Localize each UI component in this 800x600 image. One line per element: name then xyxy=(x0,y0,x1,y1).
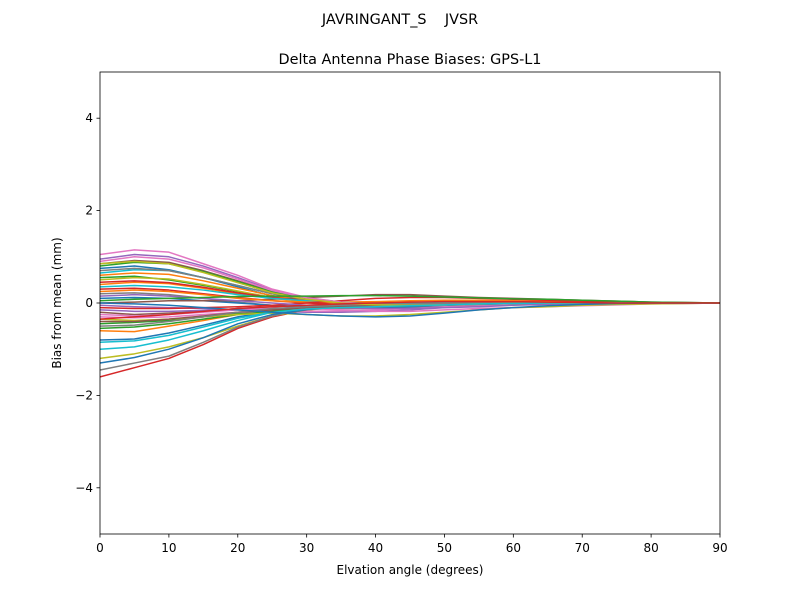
y-tick-label: −4 xyxy=(75,481,93,495)
x-tick-label: 40 xyxy=(368,541,383,555)
x-tick-label: 20 xyxy=(230,541,245,555)
y-tick-label: 2 xyxy=(85,204,93,218)
chart-title: Delta Antenna Phase Biases: GPS-L1 xyxy=(279,52,542,68)
series-line-42 xyxy=(100,294,720,304)
x-tick-label: 30 xyxy=(299,541,314,555)
x-tick-label: 90 xyxy=(712,541,727,555)
x-tick-label: 10 xyxy=(161,541,176,555)
series-layer xyxy=(100,249,720,378)
y-tick-label: −2 xyxy=(75,388,93,402)
x-tick-label: 50 xyxy=(437,541,452,555)
x-tick-label: 80 xyxy=(643,541,658,555)
y-axis-label: Bias from mean (mm) xyxy=(50,237,64,368)
x-tick-label: 70 xyxy=(575,541,590,555)
y-axis: −4 −2 0 2 4 xyxy=(75,111,100,495)
plot-area xyxy=(99,71,721,535)
x-tick-label: 0 xyxy=(96,541,104,555)
figure-suptitle: JAVRINGANT_S JVSR xyxy=(321,12,478,28)
x-axis: 0 10 20 30 40 50 60 70 80 90 xyxy=(96,534,728,555)
x-axis-label: Elvation angle (degrees) xyxy=(337,563,484,577)
y-tick-label: 0 xyxy=(85,296,93,310)
series-line-43 xyxy=(100,300,720,320)
x-tick-label: 60 xyxy=(506,541,521,555)
y-tick-label: 4 xyxy=(85,111,93,125)
